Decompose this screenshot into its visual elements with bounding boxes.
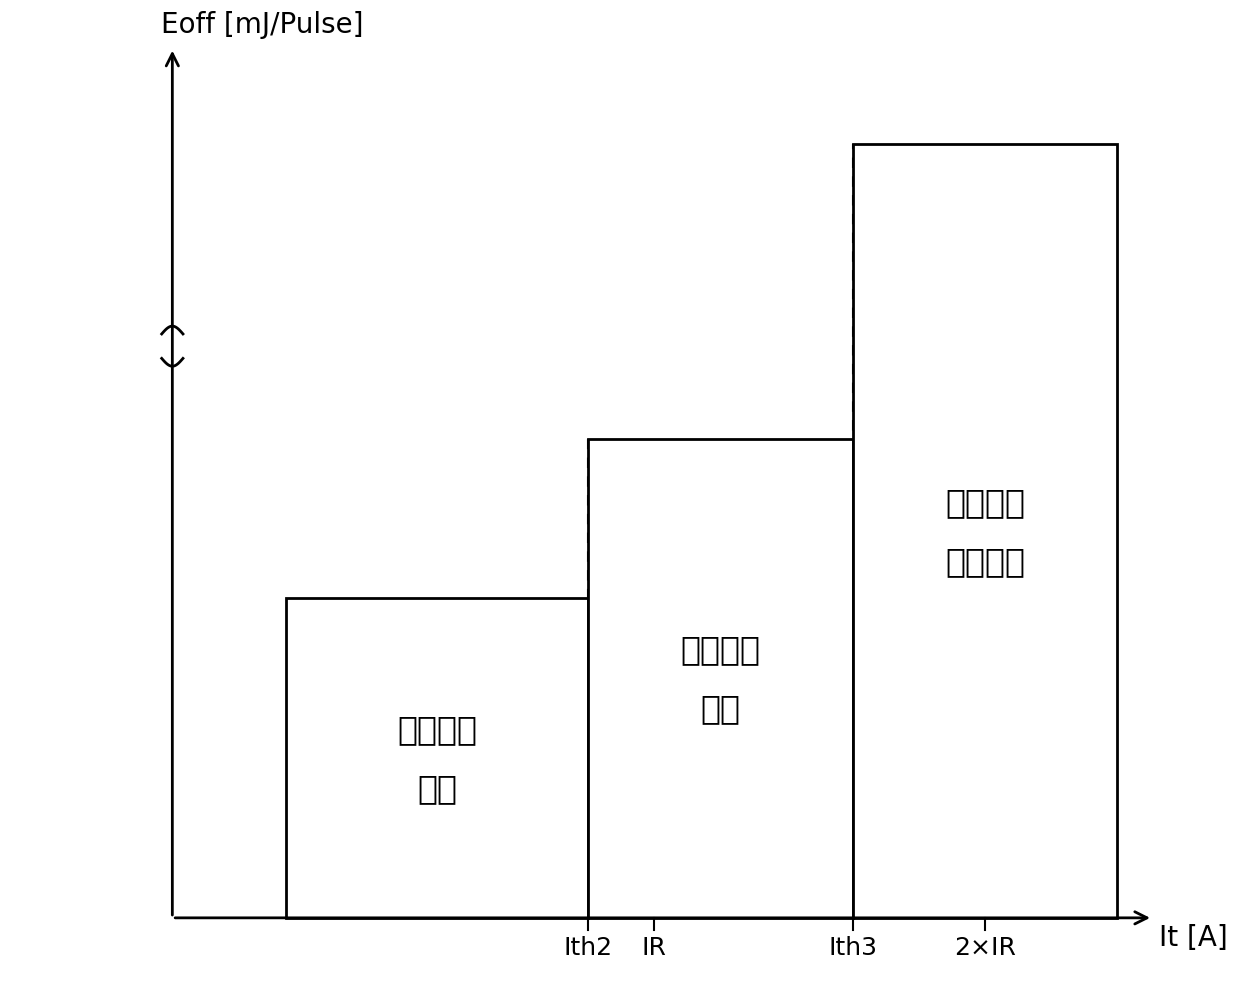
Text: Ith3: Ith3	[828, 936, 878, 960]
Text: 两个芯片: 两个芯片	[945, 485, 1025, 519]
Text: 短路保护: 短路保护	[945, 545, 1025, 578]
Bar	[588, 439, 853, 918]
Text: 2×IR: 2×IR	[955, 936, 1016, 960]
Text: Ith2: Ith2	[564, 936, 613, 960]
Text: 两个芯片: 两个芯片	[681, 633, 760, 666]
Text: 开关: 开关	[417, 771, 458, 804]
Text: It [A]: It [A]	[1159, 923, 1228, 951]
Text: Eoff [mJ/Pulse]: Eoff [mJ/Pulse]	[160, 11, 363, 39]
Text: 开关: 开关	[701, 691, 740, 724]
Text: 一个芯片: 一个芯片	[397, 712, 477, 745]
Bar	[853, 145, 1117, 918]
Text: IR: IR	[642, 936, 667, 960]
Bar	[285, 599, 588, 918]
